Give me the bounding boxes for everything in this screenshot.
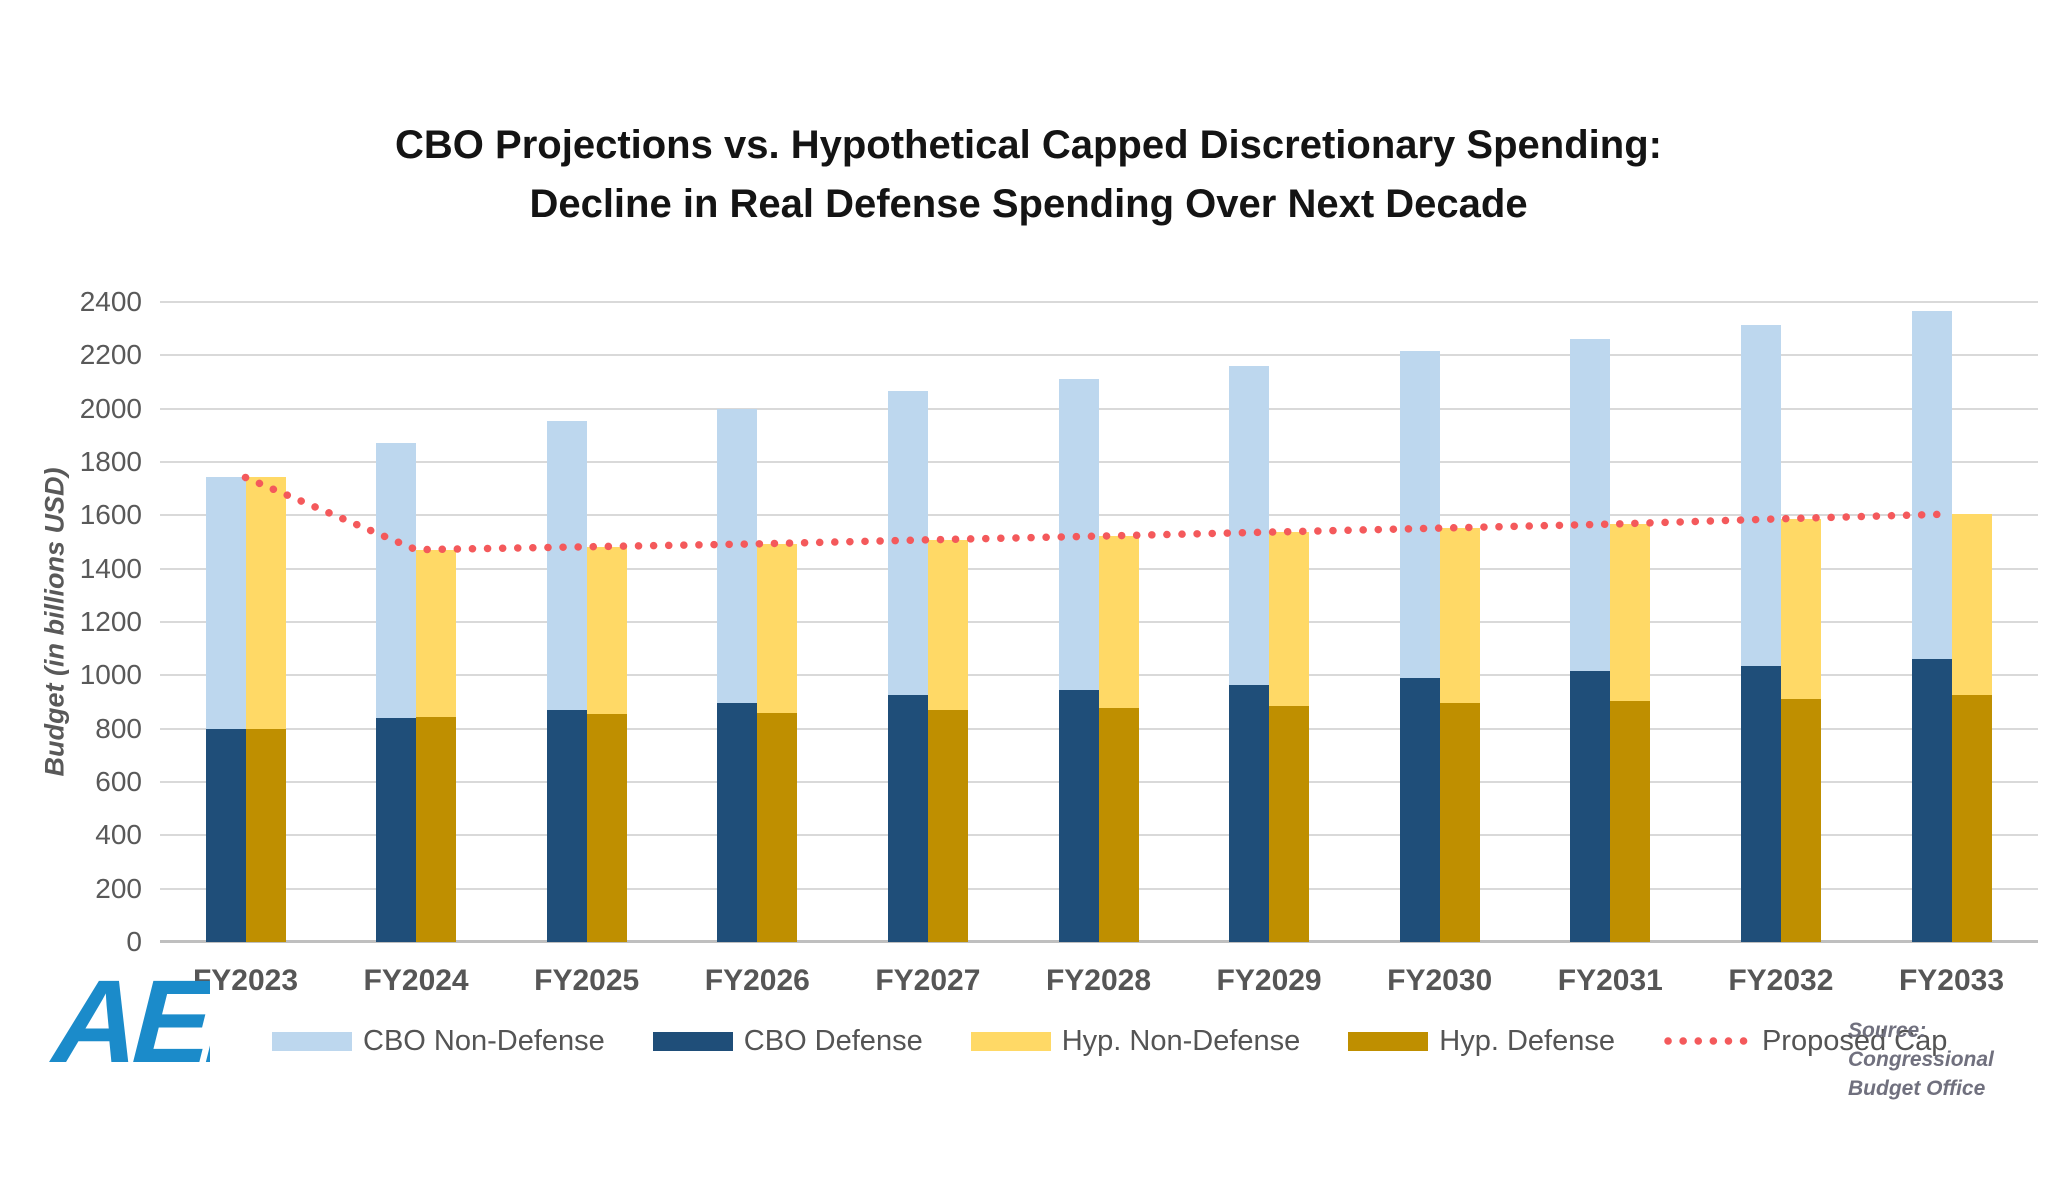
y-tick-label: 1600 — [79, 499, 142, 531]
legend-label: CBO Non-Defense — [363, 1024, 605, 1057]
bar-cbo-non-defense — [1399, 351, 1440, 678]
bar-hyp-non-defense — [416, 549, 457, 717]
bar-cbo-non-defense — [376, 443, 417, 718]
bar-cbo-non-defense — [546, 420, 587, 710]
legend-item: CBO Non-Defense — [272, 1025, 605, 1058]
bar-hyp-non-defense — [1269, 532, 1310, 706]
legend-label: Proposed Cap — [1761, 1024, 1948, 1057]
x-category-label: FY2033 — [1898, 964, 2005, 997]
bar-cbo-defense — [546, 710, 587, 942]
x-category-label: FY2023 — [192, 964, 299, 997]
y-tick-label: 1400 — [79, 552, 142, 584]
chart-title-line1: CBO Projections vs. Hypothetical Capped … — [395, 123, 1662, 167]
bar-hyp-defense — [1439, 703, 1480, 942]
x-category-label: FY2026 — [704, 964, 810, 997]
bar-cbo-defense — [1229, 684, 1270, 942]
y-tick-label: 1000 — [79, 659, 142, 691]
y-tick-label: 0 — [126, 926, 142, 957]
bar-hyp-defense — [1780, 698, 1821, 942]
bar-hyp-non-defense — [1439, 528, 1480, 704]
x-category-label: FY2030 — [1387, 964, 1493, 997]
bar-cbo-defense — [1058, 690, 1099, 942]
bar-cbo-non-defense — [1570, 339, 1611, 672]
y-tick-label: 2200 — [79, 339, 142, 371]
source-note: Source: Congressional Budget Office — [1848, 1016, 2057, 1103]
bar-cbo-defense — [376, 718, 417, 942]
bar-hyp-defense — [245, 728, 286, 942]
y-tick-label: 800 — [95, 712, 142, 744]
x-category-label: FY2031 — [1557, 964, 1663, 997]
y-tick-label: 1800 — [79, 446, 142, 477]
y-tick-label: 2000 — [79, 392, 142, 424]
bar-cbo-non-defense — [1740, 324, 1781, 666]
bar-cbo-defense — [1740, 666, 1781, 942]
bar-cbo-defense — [1570, 671, 1611, 942]
y-tick-label: 600 — [95, 766, 142, 797]
bar-hyp-defense — [586, 714, 627, 942]
bar-hyp-non-defense — [1780, 518, 1821, 699]
bar-cbo-defense — [1399, 678, 1440, 942]
x-category-label: FY2028 — [1045, 964, 1152, 997]
gridline — [160, 461, 2038, 463]
legend: CBO Non-Defense CBO Defense Hyp. Non-Defen… — [272, 1022, 1947, 1060]
y-tick-label: 2400 — [79, 286, 142, 317]
bar-cbo-defense — [205, 728, 246, 942]
plot-area — [160, 301, 2038, 943]
bar-cbo-non-defense — [1911, 311, 1952, 660]
aei-logo-graphic: AEI — [40, 958, 210, 1088]
bar-hyp-non-defense — [245, 477, 286, 729]
bar-hyp-non-defense — [586, 546, 627, 714]
bar-hyp-non-defense — [927, 539, 968, 710]
y-tick-label: 1200 — [79, 606, 142, 637]
proposed-cap-line — [241, 473, 1956, 554]
legend-dotted-line-swatch — [1664, 1037, 1750, 1045]
bar-cbo-defense — [887, 695, 928, 942]
aei-logo: AEI — [10, 958, 210, 1088]
gridline — [160, 301, 2038, 303]
bar-hyp-non-defense — [1098, 536, 1139, 708]
chart-title: CBO Projections vs. Hypothetical Capped … — [0, 116, 2057, 234]
legend-item: Proposed Cap — [1663, 1025, 1947, 1058]
gridline — [160, 407, 2038, 410]
legend-label: CBO Defense — [743, 1024, 923, 1057]
bar-hyp-non-defense — [1951, 514, 1992, 696]
legend-label: Hyp. Non-Defense — [1061, 1024, 1301, 1057]
bar-hyp-non-defense — [757, 543, 798, 713]
x-category-label: FY2029 — [1216, 964, 1322, 997]
bar-hyp-defense — [1098, 707, 1139, 942]
x-category-label: FY2025 — [534, 964, 640, 997]
bar-hyp-defense — [1951, 695, 1992, 942]
legend-swatch — [652, 1031, 733, 1051]
legend-swatch — [970, 1031, 1051, 1051]
x-category-label: FY2024 — [363, 964, 469, 997]
gridline — [160, 354, 2038, 357]
legend-item: Hyp. Non-Defense — [970, 1024, 1301, 1058]
bar-cbo-non-defense — [1229, 366, 1270, 685]
gridline — [160, 514, 2038, 517]
source-note-line2: Budget Office — [1848, 1077, 1986, 1100]
bar-hyp-defense — [1269, 706, 1310, 942]
x-category-label: FY2027 — [875, 964, 981, 997]
bar-cbo-non-defense — [205, 476, 246, 729]
legend-swatch — [1348, 1031, 1429, 1051]
bar-hyp-defense — [927, 710, 968, 942]
bar-hyp-defense — [757, 712, 798, 942]
bar-cbo-defense — [1911, 659, 1952, 942]
bar-cbo-non-defense — [717, 408, 758, 704]
x-category-label: FY2032 — [1728, 964, 1834, 997]
legend-item: Hyp. Defense — [1348, 1025, 1615, 1058]
bar-hyp-defense — [416, 716, 457, 942]
y-tick-label: 400 — [95, 819, 142, 851]
aei-logo-text: AEI — [40, 958, 210, 1088]
legend-swatch — [272, 1031, 352, 1051]
legend-label: Hyp. Defense — [1439, 1024, 1615, 1057]
y-tick-label: 200 — [95, 872, 142, 904]
source-note-line1: Source: Congressional — [1848, 1019, 1994, 1071]
chart-title-line2: Decline in Real Defense Spending Over Ne… — [529, 182, 1528, 226]
bar-cbo-defense — [717, 703, 758, 942]
bar-hyp-non-defense — [1610, 524, 1651, 701]
bar-hyp-defense — [1610, 700, 1651, 942]
legend-item: CBO Defense — [652, 1024, 923, 1058]
